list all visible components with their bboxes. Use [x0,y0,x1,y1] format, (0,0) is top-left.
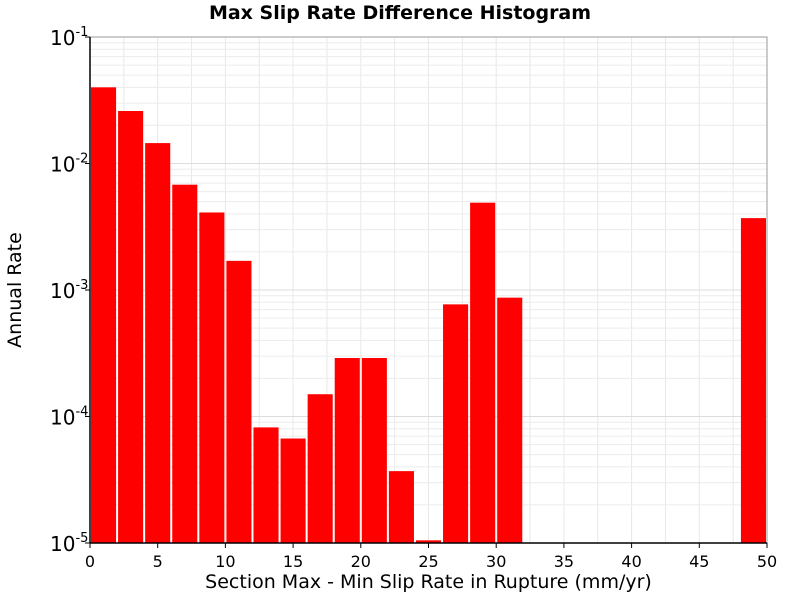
x-tick-label: 20 [351,552,371,571]
axes-layer [85,36,768,548]
x-tick-label: 5 [153,552,163,571]
x-axis-label: Section Max - Min Slip Rate in Rupture (… [205,571,652,593]
histogram-bar [388,471,414,543]
histogram-bar [470,202,496,544]
y-tick-label: 10-4 [50,405,88,430]
x-tick-label: 0 [85,552,95,571]
histogram-bar [253,427,279,543]
x-tick-label: 10 [215,552,235,571]
y-tick-label: 10-3 [50,278,88,303]
y-tick-label: 10-5 [50,531,88,556]
histogram-bar [334,358,360,543]
histogram-bar [199,212,225,543]
y-axis-label: Annual Rate [4,232,26,348]
y-tick-label: 10-1 [50,25,88,50]
histogram-bar [145,143,171,543]
x-tick-label: 15 [283,552,303,571]
histogram-bar [415,540,442,543]
y-tick-labels: 10-5 10-4 10-3 10-2 10-1 [50,25,88,556]
x-tick-label: 40 [621,552,641,571]
chart-title: Max Slip Rate Difference Histogram [208,2,592,24]
histogram-bar [226,260,252,543]
x-tick-label: 35 [554,552,574,571]
histogram-bar [443,304,469,543]
histogram-bar [118,111,144,544]
histogram-bar [172,184,198,543]
histogram-bar [280,438,306,543]
x-tick-label: 30 [486,552,506,571]
histogram-bar [740,218,766,543]
histogram-bar [91,87,117,543]
x-tick-label: 25 [418,552,438,571]
x-tick-label: 50 [757,552,777,571]
histogram-bar [497,297,523,543]
x-tick-labels: 0 5 10 15 20 25 30 35 40 45 50 [85,552,777,571]
histogram-bar [361,358,387,543]
x-tick-label: 45 [689,552,709,571]
y-tick-label: 10-2 [50,152,88,177]
histogram-bar [307,394,333,543]
bars-layer [91,87,766,544]
